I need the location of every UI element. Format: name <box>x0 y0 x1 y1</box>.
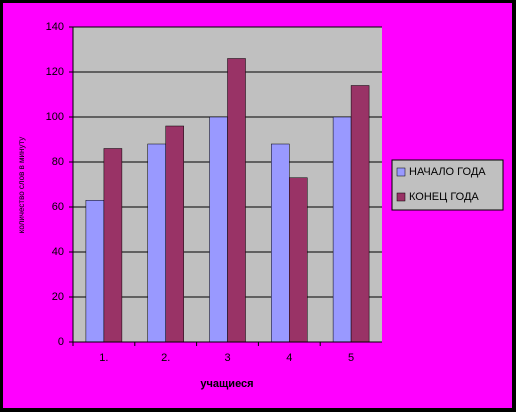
bar <box>227 58 246 343</box>
bar <box>332 116 352 343</box>
legend-swatch <box>396 192 406 202</box>
y-tick-label: 140 <box>46 21 64 33</box>
bar <box>350 85 370 343</box>
y-tick-label: 20 <box>52 291 64 303</box>
x-tick-label: 2. <box>161 352 170 364</box>
y-axis-label: количество слов в минуту <box>17 137 26 233</box>
x-tick-label: 4 <box>286 352 292 364</box>
bar <box>289 177 308 343</box>
bar <box>85 200 105 343</box>
legend-swatch <box>396 167 406 177</box>
y-tick-label: 40 <box>52 246 64 258</box>
x-tick-label: 3 <box>224 352 230 364</box>
y-tick-label: 0 <box>58 336 64 348</box>
legend-box <box>391 159 504 211</box>
bar <box>103 148 123 343</box>
x-tick-label: 5 <box>348 352 354 364</box>
bar <box>147 143 166 343</box>
bar <box>209 116 228 343</box>
legend-label: НАЧАЛО ГОДА <box>409 166 486 178</box>
bar <box>271 143 290 343</box>
y-tick-label: 100 <box>46 111 64 123</box>
y-tick-label: 120 <box>46 66 64 78</box>
legend-label: КОНЕЦ ГОДА <box>409 191 479 203</box>
y-tick-label: 80 <box>52 156 64 168</box>
bar <box>165 125 184 343</box>
y-tick-label: 60 <box>52 201 64 213</box>
x-tick-label: 1. <box>99 352 108 364</box>
x-axis-label: учащиеся <box>200 378 253 390</box>
